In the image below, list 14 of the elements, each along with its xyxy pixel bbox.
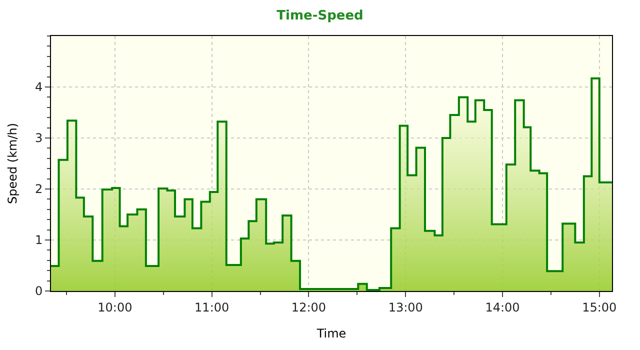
x-axis-title: Time bbox=[316, 326, 346, 340]
y-tick-label: 0 bbox=[34, 284, 43, 298]
x-tick-label: 12:00 bbox=[291, 300, 326, 314]
x-tick-label: 15:00 bbox=[582, 300, 617, 314]
x-tick-label: 14:00 bbox=[485, 300, 520, 314]
chart-title: Time-Speed bbox=[276, 8, 364, 24]
y-axis-title: Speed (km/h) bbox=[5, 122, 20, 204]
x-tick-label: 13:00 bbox=[388, 300, 423, 314]
y-tick-label: 1 bbox=[34, 233, 43, 248]
y-tick-label: 4 bbox=[34, 80, 43, 94]
x-tick-label: 10:00 bbox=[98, 300, 132, 314]
x-tick-label: 11:00 bbox=[194, 300, 230, 314]
y-tick-label: 3 bbox=[34, 131, 43, 146]
y-tick-label: 2 bbox=[34, 182, 43, 196]
